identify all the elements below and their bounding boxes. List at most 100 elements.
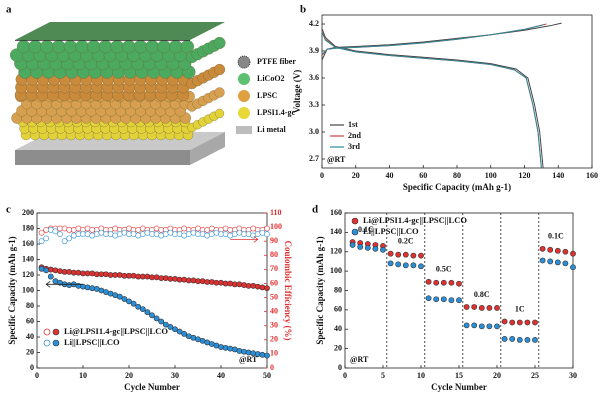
point bbox=[38, 229, 45, 236]
x-tick-label: 0 bbox=[343, 371, 347, 380]
panel-label: c bbox=[6, 204, 11, 216]
y2-tick-label: 10 bbox=[270, 349, 278, 358]
point bbox=[135, 303, 142, 310]
point bbox=[181, 330, 188, 337]
point bbox=[509, 336, 516, 342]
x-tick-label: 80 bbox=[453, 171, 461, 180]
particle bbox=[75, 40, 89, 54]
point bbox=[126, 298, 132, 305]
legend-label: Li||LPSC||LCO bbox=[64, 337, 120, 347]
particle bbox=[98, 40, 113, 54]
particle bbox=[40, 40, 54, 54]
point bbox=[524, 319, 531, 326]
point bbox=[43, 235, 50, 242]
y-tick-label: 180 bbox=[22, 223, 34, 232]
x-tick-label: 0 bbox=[35, 371, 39, 380]
point bbox=[433, 279, 440, 286]
y2-tick-label: 90 bbox=[270, 236, 278, 245]
point bbox=[486, 323, 493, 330]
point bbox=[554, 247, 561, 254]
legend-marker bbox=[52, 328, 60, 336]
point bbox=[494, 323, 500, 330]
point bbox=[264, 225, 270, 232]
point bbox=[433, 296, 440, 303]
li-metal-front bbox=[15, 150, 190, 165]
point bbox=[425, 295, 432, 302]
point bbox=[456, 297, 462, 304]
x-tick-label: 10 bbox=[79, 371, 87, 380]
y-tick-label: 120 bbox=[330, 247, 342, 256]
y-tick-label: 2.7 bbox=[309, 154, 319, 163]
legend-label: Li@LPSI1.4-gc||LPSC||LCO bbox=[363, 215, 467, 225]
particle bbox=[133, 40, 148, 54]
point bbox=[121, 296, 128, 302]
rate-label: 0.8C bbox=[474, 290, 490, 299]
x-tick-label: 50 bbox=[263, 371, 271, 380]
particle bbox=[87, 40, 101, 54]
li-metal-side bbox=[190, 132, 225, 165]
point bbox=[478, 305, 485, 311]
legend-icon bbox=[237, 55, 251, 69]
point bbox=[43, 267, 50, 274]
point bbox=[410, 262, 417, 269]
y-tick-label: 40 bbox=[334, 324, 342, 333]
point bbox=[57, 231, 63, 238]
point bbox=[380, 246, 386, 253]
point bbox=[47, 273, 54, 280]
y2-axis-label: Coulombic Efficiency (%) bbox=[283, 241, 293, 341]
point bbox=[176, 328, 183, 335]
y2-tick-label: 40 bbox=[270, 306, 278, 315]
rate-label: 0.5C bbox=[436, 265, 452, 274]
panel-label: b bbox=[300, 4, 306, 16]
point bbox=[144, 309, 151, 316]
legend-label: Li@LPSI1.4-gc||LPSC||LCO bbox=[64, 326, 168, 336]
point bbox=[516, 337, 523, 343]
point bbox=[456, 280, 462, 287]
point bbox=[547, 258, 554, 265]
legend-label: Li||LPSC||LCO bbox=[363, 226, 419, 236]
y-tick-label: 20 bbox=[26, 347, 34, 356]
point bbox=[116, 293, 123, 300]
point bbox=[139, 306, 146, 312]
point bbox=[554, 259, 561, 266]
y-tick-label: 80 bbox=[334, 285, 342, 294]
point bbox=[372, 245, 379, 252]
x-tick-label: 20 bbox=[352, 171, 360, 180]
particles bbox=[10, 37, 226, 141]
y2-tick-label: 30 bbox=[270, 321, 278, 330]
separator-lines bbox=[15, 40, 190, 41]
y-tick-label: 140 bbox=[22, 254, 34, 263]
particle bbox=[28, 40, 42, 54]
line bbox=[321, 24, 544, 169]
point bbox=[149, 312, 155, 319]
y-tick-label: 3.0 bbox=[309, 127, 319, 136]
legend-label: 2nd bbox=[348, 131, 361, 140]
panel-label: a bbox=[6, 4, 12, 16]
particle bbox=[157, 40, 171, 54]
rate-label: 0.1C bbox=[548, 232, 564, 241]
illustration: a PTFE fiber LiCoO2 LPSC LPSI1.4-gc Li metal bbox=[6, 4, 296, 165]
x-tick-label: 160 bbox=[586, 171, 598, 180]
point bbox=[501, 318, 508, 325]
point bbox=[501, 336, 508, 342]
point bbox=[547, 246, 554, 253]
legend-icon bbox=[238, 90, 250, 102]
legend-icon bbox=[236, 126, 252, 134]
particle bbox=[16, 40, 31, 54]
x-tick-label: 40 bbox=[386, 171, 394, 180]
x-tick-label: 10 bbox=[417, 371, 425, 380]
y-tick-label: 3.6 bbox=[309, 73, 319, 82]
point bbox=[130, 300, 137, 307]
y-tick-label: 200 bbox=[22, 208, 34, 217]
particle bbox=[214, 87, 225, 98]
point bbox=[418, 252, 424, 259]
point bbox=[172, 326, 178, 333]
point bbox=[52, 228, 59, 235]
x-tick-label: 40 bbox=[217, 371, 225, 380]
point bbox=[402, 251, 409, 258]
rate-label: 0.1C bbox=[358, 225, 374, 234]
legend-label: LiCoO2 bbox=[257, 74, 285, 83]
point bbox=[539, 257, 546, 264]
y2-tick-label: 50 bbox=[270, 292, 278, 301]
